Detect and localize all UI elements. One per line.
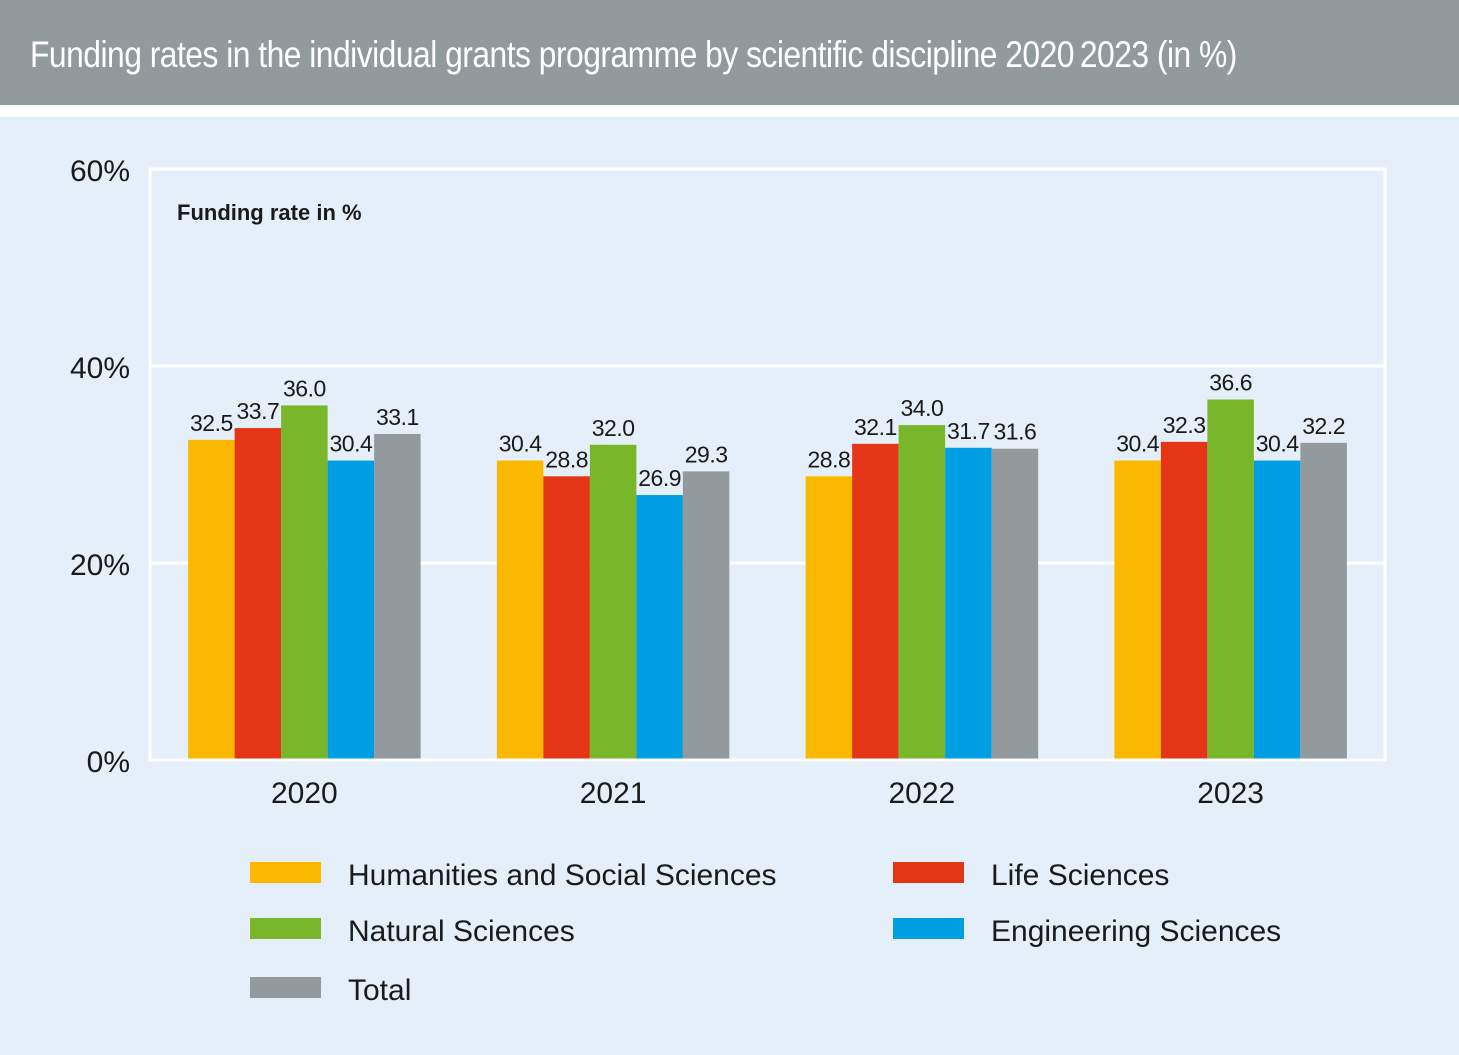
bar (188, 439, 235, 760)
x-tick-label: 2021 (580, 777, 647, 810)
bar (374, 433, 421, 760)
data-label: 28.8 (807, 446, 850, 472)
bar (281, 405, 328, 760)
bar (1207, 399, 1254, 760)
bar (852, 443, 899, 760)
data-label: 30.4 (1116, 431, 1159, 457)
data-label: 36.0 (283, 375, 326, 401)
bar (991, 448, 1039, 760)
bar (543, 476, 590, 760)
chart-title: Funding rates in the individual grants p… (30, 34, 1237, 75)
data-label: 30.4 (1256, 431, 1299, 457)
x-tick-label: 2020 (271, 777, 338, 810)
inner-axis-label: Funding rate in % (177, 200, 362, 225)
data-label: 30.4 (499, 431, 542, 457)
bar (636, 495, 683, 760)
bar (682, 471, 730, 760)
legend-swatch (250, 918, 321, 939)
data-label: 28.8 (545, 446, 588, 472)
legend-swatch (250, 977, 321, 998)
header-bar: Funding rates in the individual grants p… (0, 0, 1459, 105)
data-label: 32.5 (190, 410, 233, 436)
y-tick-label: 40% (70, 352, 130, 385)
bar (1114, 460, 1161, 760)
x-tick-label: 2023 (1197, 777, 1264, 810)
data-label: 32.0 (592, 415, 635, 441)
data-label: 31.6 (993, 419, 1036, 445)
y-tick-label: 0% (87, 746, 130, 779)
legend-swatch (250, 862, 321, 883)
data-label: 29.3 (685, 441, 728, 467)
legend-label: Natural Sciences (348, 915, 575, 948)
bar (327, 460, 375, 760)
data-label: 26.9 (638, 465, 681, 491)
data-label: 33.7 (236, 398, 279, 424)
data-label: 36.6 (1209, 369, 1252, 395)
y-tick-label: 60% (70, 155, 130, 188)
bar (945, 447, 992, 760)
legend-label: Humanities and Social Sciences (348, 859, 777, 892)
legend-swatch (893, 862, 964, 883)
legend-label: Total (348, 974, 411, 1007)
bar (805, 476, 853, 760)
data-label: 32.3 (1163, 412, 1206, 438)
y-tick-label: 20% (70, 549, 130, 582)
data-label: 31.7 (947, 418, 990, 444)
data-label: 33.1 (376, 404, 419, 430)
data-label: 32.2 (1302, 413, 1345, 439)
bar (589, 444, 637, 760)
bar (1300, 442, 1347, 760)
bar (1160, 441, 1208, 760)
bar (1253, 460, 1301, 760)
data-label: 34.0 (900, 395, 943, 421)
bar (898, 425, 946, 760)
data-label: 32.1 (854, 414, 897, 440)
legend-label: Life Sciences (991, 859, 1169, 892)
data-label: 30.4 (329, 431, 372, 457)
bar (496, 460, 544, 760)
bar (234, 428, 282, 760)
legend-label: Engineering Sciences (991, 915, 1281, 948)
x-tick-label: 2022 (889, 777, 956, 810)
legend-swatch (893, 918, 964, 939)
